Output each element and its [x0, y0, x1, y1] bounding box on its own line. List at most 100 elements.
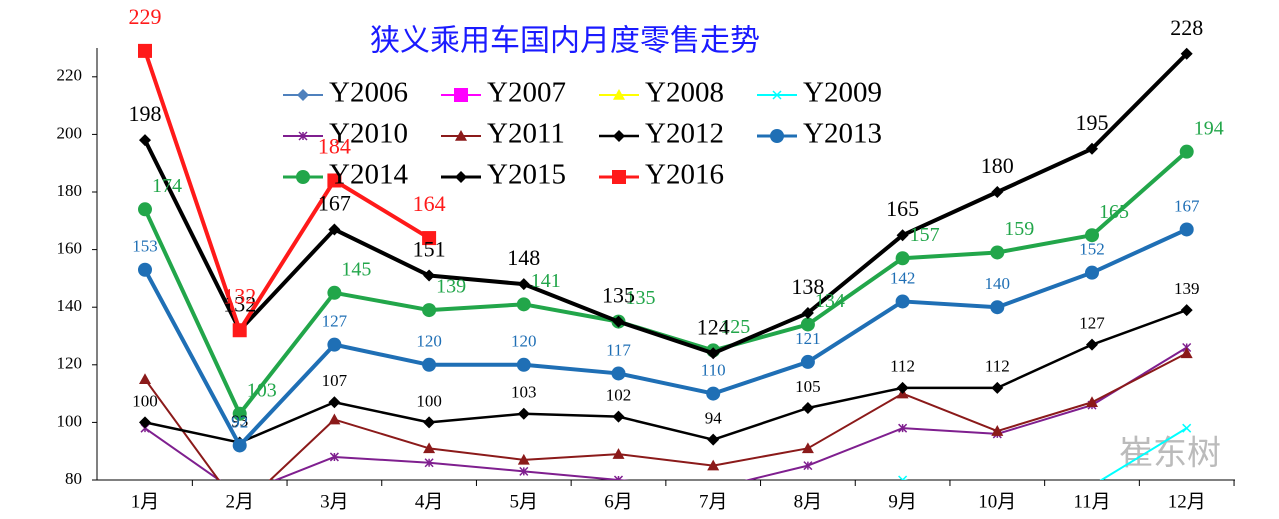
x-tick-label: 8月	[794, 491, 823, 512]
data-label: 124	[697, 314, 730, 339]
data-label: 100	[416, 391, 442, 410]
legend-marker	[612, 170, 626, 184]
data-label: 194	[1194, 117, 1224, 139]
point	[328, 223, 341, 236]
y-tick-label: 180	[57, 181, 83, 200]
data-label: 132	[223, 283, 256, 308]
series-line	[144, 352, 1188, 480]
point	[896, 229, 909, 242]
series-line	[143, 150, 1189, 416]
data-label: 132	[223, 291, 256, 316]
legend-label: Y2013	[803, 118, 882, 150]
point	[1088, 482, 1096, 490]
data-label: 195	[1076, 110, 1109, 135]
point	[519, 466, 529, 476]
y-tick-label: 220	[57, 66, 83, 85]
point	[612, 410, 625, 423]
point	[517, 278, 530, 291]
point	[707, 459, 720, 471]
chart-title: 狭义乘用车国内月度零售走势	[370, 24, 760, 59]
data-label: 164	[413, 191, 446, 216]
legend-marker	[298, 131, 308, 141]
data-label: 94	[705, 409, 723, 428]
data-label: 165	[886, 196, 919, 221]
legend-marker	[296, 170, 310, 184]
data-label: 165	[1099, 201, 1129, 223]
legend-marker	[770, 129, 784, 143]
legend-label: Y2015	[487, 159, 566, 191]
point	[328, 413, 341, 425]
point	[139, 373, 151, 384]
point	[991, 381, 1004, 394]
data-label: 159	[1004, 218, 1034, 240]
x-tick-label: 9月	[888, 491, 917, 512]
point	[707, 347, 720, 360]
legend-marker	[297, 89, 309, 101]
point	[327, 285, 342, 300]
data-label: 139	[1174, 279, 1200, 298]
data-label: 103	[511, 383, 537, 402]
legend-label: Y2010	[329, 118, 408, 150]
data-label: 153	[132, 237, 158, 256]
x-tick-label: 1月	[131, 491, 160, 512]
data-label: 93	[231, 411, 248, 430]
data-label: 127	[1079, 314, 1105, 333]
point	[423, 269, 436, 282]
point	[327, 337, 342, 352]
data-label: 120	[416, 332, 442, 351]
legend-marker	[455, 171, 467, 183]
data-label: 103	[247, 379, 277, 401]
point	[803, 461, 813, 471]
legend-label: Y2008	[645, 77, 724, 109]
point	[1086, 142, 1098, 155]
data-label: 157	[910, 224, 940, 246]
y-tick-label: 200	[57, 123, 83, 142]
point	[232, 323, 247, 338]
point	[516, 297, 531, 312]
point	[1086, 396, 1098, 408]
point	[138, 262, 152, 277]
point	[139, 416, 151, 429]
series-line	[902, 427, 1188, 480]
point	[801, 442, 814, 454]
data-label: 228	[1170, 15, 1203, 40]
point	[990, 245, 1005, 260]
data-label: 152	[1079, 240, 1105, 259]
point	[801, 402, 814, 414]
x-tick-label: 12月	[1168, 491, 1206, 512]
point	[1182, 423, 1192, 433]
data-label: 174	[152, 175, 182, 197]
legend-label: Y2011	[487, 118, 565, 150]
series-line	[143, 227, 1188, 448]
data-label: 105	[795, 377, 821, 396]
data-label: 138	[791, 274, 824, 299]
data-label: 167	[318, 190, 351, 215]
data-label: 107	[322, 371, 348, 390]
data-label: 229	[129, 4, 162, 29]
y-tick-label: 120	[57, 354, 83, 373]
data-label: 127	[322, 312, 348, 331]
point	[611, 366, 626, 381]
point	[138, 202, 152, 217]
point	[896, 381, 909, 394]
point	[898, 423, 908, 433]
data-label: 135	[602, 283, 635, 308]
point	[1180, 304, 1193, 317]
point	[1180, 47, 1193, 60]
point	[329, 452, 339, 462]
legend-label: Y2016	[645, 159, 724, 191]
point	[517, 407, 530, 420]
data-label: 117	[606, 340, 631, 359]
x-tick-label: 3月	[320, 491, 349, 512]
point	[800, 354, 815, 369]
legend-marker	[455, 130, 467, 141]
legend-label: Y2012	[645, 118, 724, 150]
point	[232, 438, 247, 453]
legend-marker	[613, 89, 625, 100]
data-label: 92	[231, 412, 248, 431]
watermark: 崔东树	[1119, 434, 1221, 474]
point	[707, 433, 720, 446]
legend-marker	[613, 130, 625, 142]
point	[138, 43, 152, 58]
